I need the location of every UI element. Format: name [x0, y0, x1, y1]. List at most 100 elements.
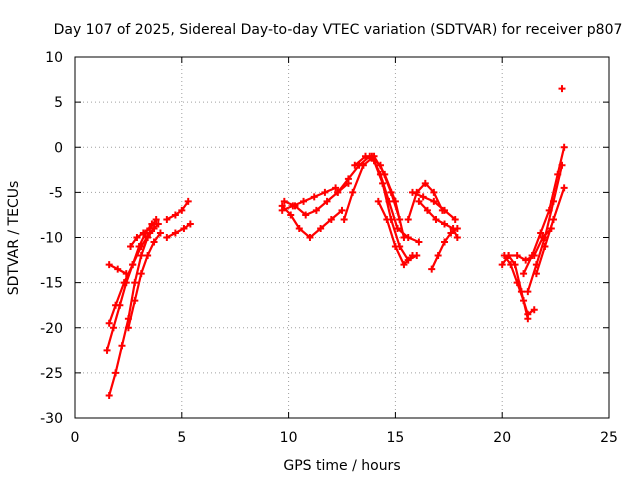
- data-point: [321, 188, 329, 196]
- data-point: [537, 229, 545, 237]
- series-arc-25: [524, 161, 566, 296]
- data-point: [112, 369, 120, 377]
- data-point: [163, 234, 171, 241]
- series-line: [353, 155, 418, 262]
- data-point: [423, 206, 431, 214]
- data-point: [332, 184, 340, 192]
- data-point: [361, 152, 369, 160]
- data-point: [300, 197, 308, 205]
- data-point: [327, 215, 335, 223]
- series-arc-17: [404, 179, 446, 223]
- data-point: [306, 234, 314, 241]
- data-point: [103, 346, 111, 354]
- data-point: [432, 215, 440, 223]
- data-point: [404, 234, 412, 241]
- data-point: [129, 261, 137, 269]
- series-arc-15: [368, 152, 423, 246]
- data-point: [517, 288, 525, 296]
- data-point: [505, 252, 513, 260]
- series-arc-4: [105, 261, 130, 278]
- data-point: [112, 301, 120, 309]
- data-point: [549, 197, 557, 205]
- data-point: [511, 261, 519, 269]
- data-point: [532, 270, 540, 278]
- series-arc-3: [105, 220, 162, 327]
- data-point: [144, 252, 152, 260]
- data-point: [524, 288, 532, 296]
- data-point: [408, 252, 416, 260]
- series-arc-8: [163, 220, 194, 241]
- data-point: [137, 252, 145, 260]
- data-point: [120, 279, 128, 287]
- data-point: [351, 161, 359, 169]
- data-point: [180, 224, 188, 232]
- data-point: [447, 229, 455, 237]
- data-point: [131, 297, 139, 305]
- data-point: [408, 188, 416, 196]
- data-point: [280, 197, 288, 205]
- series-arc-16: [374, 197, 416, 269]
- data-point: [340, 215, 348, 223]
- y-tick-label: -30: [40, 411, 63, 427]
- data-point: [368, 152, 376, 160]
- series-arc-20: [408, 188, 459, 223]
- data-point: [186, 220, 194, 228]
- series-line: [165, 200, 190, 221]
- series-line: [535, 186, 566, 275]
- data-point: [310, 193, 318, 201]
- data-point: [419, 193, 427, 201]
- series-outlier: [558, 85, 566, 93]
- data-point: [124, 324, 132, 332]
- series-line: [281, 204, 344, 239]
- data-point: [109, 324, 117, 332]
- data-point: [152, 215, 160, 223]
- series-line: [127, 231, 162, 329]
- y-axis-label: SDTVAR / TECUs: [6, 181, 22, 296]
- x-axis-label: GPS time / hours: [283, 458, 400, 474]
- data-point: [122, 270, 130, 278]
- data-point: [374, 197, 382, 205]
- data-point: [560, 184, 568, 192]
- data-point: [441, 206, 449, 214]
- data-point: [415, 238, 423, 246]
- data-point: [137, 270, 145, 278]
- data-point: [520, 270, 528, 278]
- data-point: [171, 229, 179, 237]
- data-point: [349, 188, 357, 196]
- series-line: [411, 191, 457, 221]
- data-point: [421, 179, 429, 187]
- data-point: [302, 211, 310, 219]
- data-point: [131, 279, 139, 287]
- data-point: [184, 197, 192, 205]
- data-point: [394, 224, 402, 232]
- y-tick-labels: -30 -25 -20 -15 -10 -5 0 5 10: [40, 50, 63, 427]
- y-tick-label: 5: [54, 95, 63, 111]
- data-point: [541, 243, 549, 251]
- data-point: [171, 211, 179, 219]
- data-point: [513, 252, 521, 260]
- data-point: [415, 197, 423, 205]
- data-point: [156, 229, 164, 237]
- data-point: [451, 215, 459, 223]
- data-point: [430, 197, 438, 205]
- axis-ticks: [74, 56, 610, 419]
- data-point: [404, 215, 412, 223]
- series-line: [522, 146, 566, 275]
- gridlines: [75, 57, 609, 418]
- data-point: [334, 188, 342, 196]
- y-tick-label: -10: [40, 231, 63, 247]
- data-point: [150, 238, 158, 246]
- data-point: [178, 206, 186, 214]
- y-tick-label: -5: [49, 185, 63, 201]
- data-point: [530, 306, 538, 314]
- x-tick-label: 0: [71, 430, 80, 446]
- data-point: [441, 238, 449, 246]
- data-point: [430, 188, 438, 196]
- data-point: [558, 161, 566, 169]
- data-point: [549, 215, 557, 223]
- data-point: [105, 391, 113, 399]
- data-point: [560, 143, 568, 151]
- data-point: [114, 265, 122, 273]
- y-tick-label: -20: [40, 321, 63, 337]
